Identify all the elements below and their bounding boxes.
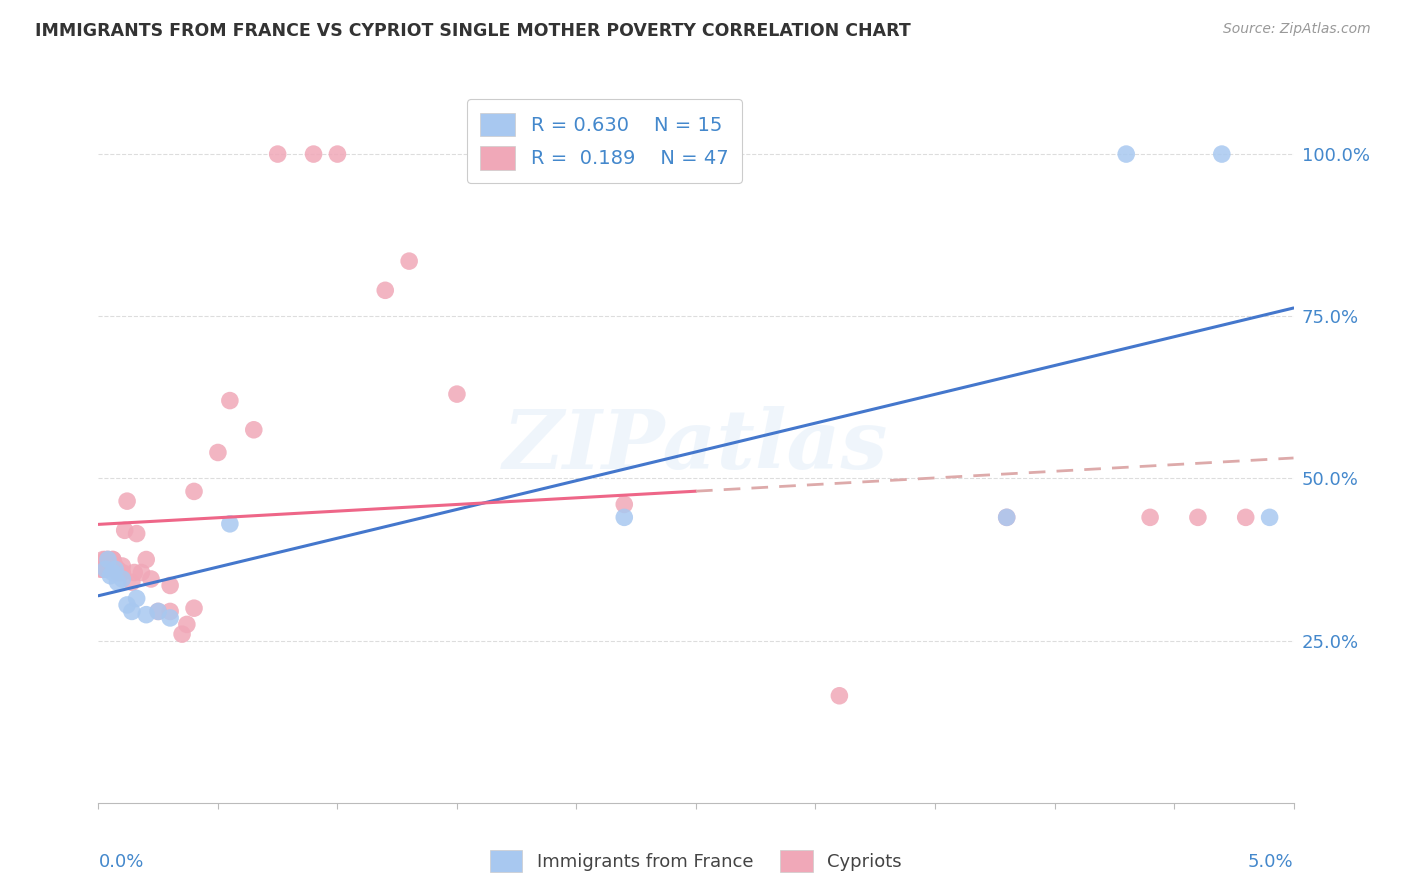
Point xyxy=(219,393,242,408)
Point xyxy=(90,562,112,576)
Point xyxy=(121,604,143,618)
Point xyxy=(183,601,205,615)
Point xyxy=(243,423,266,437)
Point xyxy=(94,562,117,576)
Point xyxy=(107,562,129,576)
Point xyxy=(101,552,124,566)
Point xyxy=(1115,147,1137,161)
Point xyxy=(101,552,124,566)
Point xyxy=(104,559,127,574)
Point xyxy=(159,578,181,592)
Point xyxy=(97,552,120,566)
Point xyxy=(374,283,396,297)
Point xyxy=(326,147,349,161)
Point xyxy=(398,254,420,268)
Point xyxy=(267,147,290,161)
Point xyxy=(111,566,134,580)
Point xyxy=(613,510,636,524)
Point xyxy=(148,604,170,618)
Point xyxy=(100,559,122,574)
Point xyxy=(107,566,129,580)
Point xyxy=(104,562,127,576)
Point xyxy=(828,689,851,703)
Point xyxy=(94,562,117,576)
Point xyxy=(121,575,143,590)
Point xyxy=(91,552,114,566)
Point xyxy=(111,559,134,574)
Text: Source: ZipAtlas.com: Source: ZipAtlas.com xyxy=(1223,22,1371,37)
Point xyxy=(176,617,198,632)
Point xyxy=(995,510,1018,524)
Point xyxy=(94,552,117,566)
Point xyxy=(115,598,138,612)
Legend: Immigrants from France, Cypriots: Immigrants from France, Cypriots xyxy=(482,843,910,880)
Point xyxy=(135,607,157,622)
Point xyxy=(159,604,181,618)
Point xyxy=(108,566,131,580)
Point xyxy=(124,566,146,580)
Point xyxy=(100,556,122,570)
Point xyxy=(1211,147,1233,161)
Point xyxy=(446,387,468,401)
Point xyxy=(183,484,205,499)
Text: ZIPatlas: ZIPatlas xyxy=(503,406,889,486)
Point xyxy=(1187,510,1209,524)
Point xyxy=(114,524,136,538)
Point xyxy=(139,572,162,586)
Point xyxy=(97,552,120,566)
Point xyxy=(302,147,325,161)
Text: IMMIGRANTS FROM FRANCE VS CYPRIOT SINGLE MOTHER POVERTY CORRELATION CHART: IMMIGRANTS FROM FRANCE VS CYPRIOT SINGLE… xyxy=(35,22,911,40)
Point xyxy=(100,568,122,582)
Point xyxy=(91,562,114,576)
Point xyxy=(101,566,124,580)
Point xyxy=(159,611,181,625)
Point xyxy=(1258,510,1281,524)
Point xyxy=(172,627,194,641)
Point xyxy=(613,497,636,511)
Point xyxy=(131,566,153,580)
Point xyxy=(125,591,148,606)
Y-axis label: Single Mother Poverty: Single Mother Poverty xyxy=(0,361,7,531)
Point xyxy=(1234,510,1257,524)
Point xyxy=(97,552,120,566)
Point xyxy=(148,604,170,618)
Point xyxy=(107,575,129,590)
Point xyxy=(219,516,242,531)
Point xyxy=(995,510,1018,524)
Point xyxy=(1139,510,1161,524)
Point xyxy=(111,572,134,586)
Text: 0.0%: 0.0% xyxy=(98,853,143,871)
Point xyxy=(135,552,157,566)
Text: 5.0%: 5.0% xyxy=(1249,853,1294,871)
Point xyxy=(207,445,229,459)
Point xyxy=(115,494,138,508)
Point xyxy=(125,526,148,541)
